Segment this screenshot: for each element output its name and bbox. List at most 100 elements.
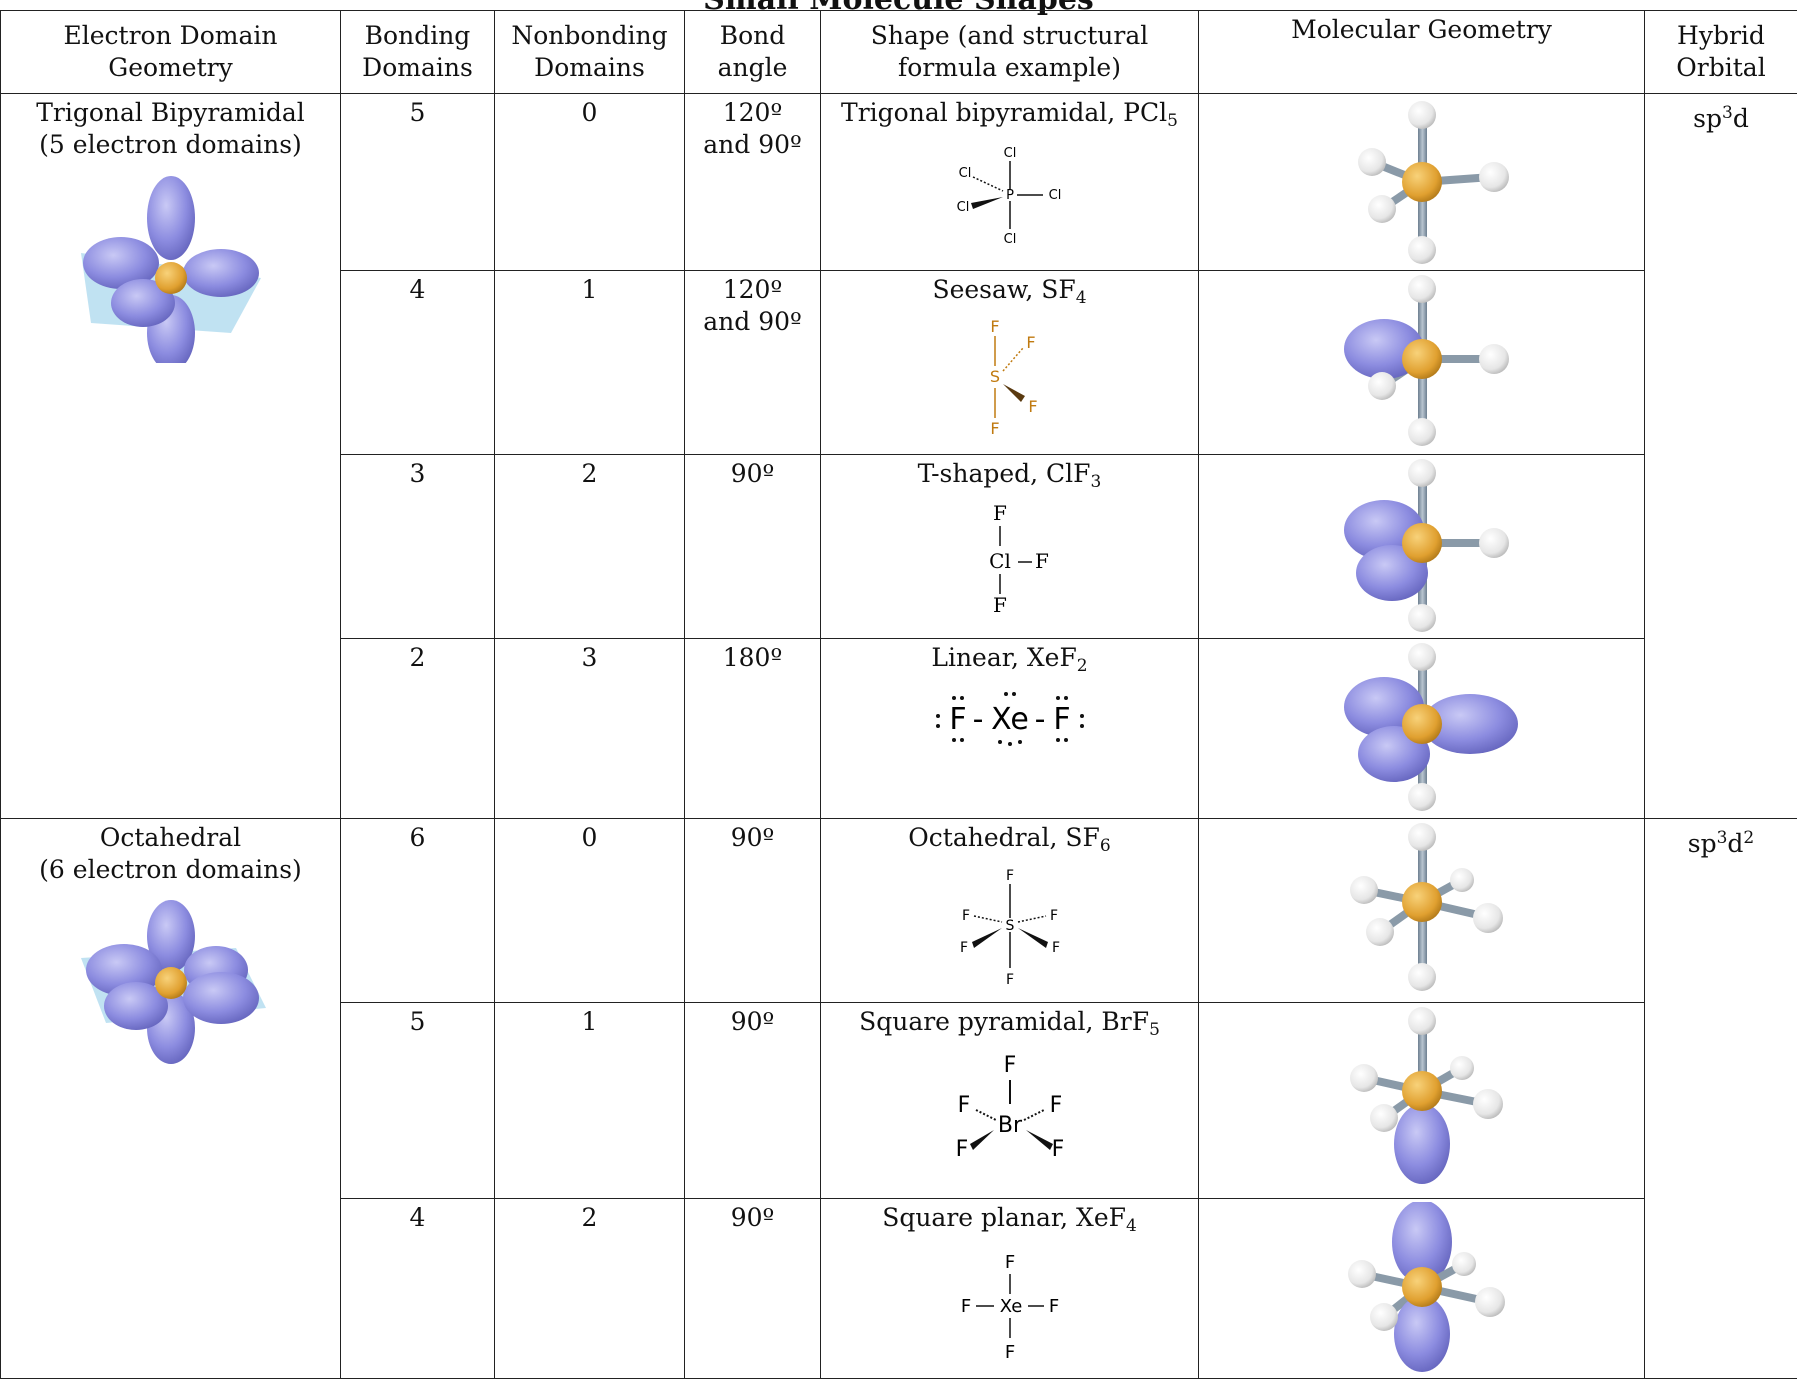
shape-cell: Trigonal bipyramidal, PCl5 P Cl Cl Cl Cl… [821, 94, 1199, 271]
shape-label: Seesaw, SF [932, 275, 1075, 304]
svg-text:Cl: Cl [956, 200, 969, 215]
bonding-cell: 6 [341, 819, 495, 1003]
table-row: Trigonal Bipyramidal (5 electron domains… [1, 94, 1797, 271]
pcl5-lewis-structure: P Cl Cl Cl Cl Cl [945, 139, 1075, 249]
molecular-geometry-cell [1199, 271, 1645, 455]
shape-cell: Linear, XeF2 F - Xe - F [821, 639, 1199, 819]
shape-cell: Square pyramidal, BrF5 Br F F F F F [821, 1003, 1199, 1199]
shape-label: Linear, XeF [931, 643, 1076, 672]
nonbonding-cell: 1 [495, 271, 685, 455]
angle-cell: 180º [685, 639, 821, 819]
nonbonding-cell: 0 [495, 94, 685, 271]
svg-text:F: F [1035, 549, 1049, 573]
trigonal-bipyramidal-orbital-icon [61, 173, 281, 363]
svg-text:F: F [1051, 940, 1059, 956]
t-shaped-model-icon [1322, 458, 1522, 633]
svg-text:F: F [959, 940, 967, 956]
octahedral-orbital-icon [66, 898, 276, 1068]
angle-cell: 90º [685, 1199, 821, 1379]
svg-text:P: P [1006, 188, 1014, 203]
svg-text:F: F [1051, 1137, 1064, 1162]
svg-text:F: F [1005, 972, 1013, 988]
svg-text:F: F [949, 702, 966, 737]
shape-cell: Octahedral, SF6 S F F F F F F [821, 819, 1199, 1003]
svg-text:S: S [989, 367, 999, 386]
shape-label: T-shaped, ClF [918, 459, 1091, 488]
shape-cell: T-shaped, ClF3 Cl F F F [821, 455, 1199, 639]
svg-text:F: F [1049, 1093, 1062, 1118]
svg-text:F: F [1005, 868, 1013, 884]
svg-text:Xe: Xe [999, 1296, 1022, 1317]
molecular-geometry-cell [1199, 455, 1645, 639]
trigonal-bipyramidal-model-icon [1322, 97, 1522, 267]
svg-text:F: F [1004, 1342, 1014, 1363]
bonding-cell: 3 [341, 455, 495, 639]
nonbonding-cell: 2 [495, 1199, 685, 1379]
svg-text:F: F [1028, 397, 1037, 416]
svg-text:F: F [1004, 1252, 1014, 1273]
bonding-cell: 5 [341, 1003, 495, 1199]
svg-text:Cl: Cl [1003, 232, 1016, 247]
hybrid-orbital-cell: sp3d [1645, 94, 1797, 819]
nonbonding-cell: 1 [495, 1003, 685, 1199]
svg-text:F: F [957, 1093, 970, 1118]
molecular-geometry-cell [1199, 819, 1645, 1003]
xef2-lewis-structure: F - Xe - F [930, 684, 1090, 754]
sf4-lewis-structure: S F F F F [965, 316, 1055, 441]
svg-text:F: F [960, 1296, 970, 1317]
square-pyramidal-model-icon [1322, 1006, 1522, 1186]
bonding-cell: 5 [341, 94, 495, 271]
angle-cell: 90º [685, 819, 821, 1003]
shape-label: Square planar, XeF [882, 1203, 1126, 1232]
header-molecular-geometry: Molecular Geometry [1199, 11, 1645, 94]
seesaw-model-icon [1322, 274, 1522, 449]
svg-text:F: F [955, 1137, 968, 1162]
nonbonding-cell: 2 [495, 455, 685, 639]
brf5-lewis-structure: Br F F F F F [940, 1048, 1080, 1178]
svg-text:Cl: Cl [958, 166, 971, 181]
svg-text:Cl: Cl [1048, 188, 1061, 203]
angle-cell: 90º [685, 455, 821, 639]
svg-text:Cl: Cl [989, 549, 1011, 573]
molecular-geometry-cell [1199, 94, 1645, 271]
octahedral-model-icon [1322, 822, 1522, 992]
shape-cell: Square planar, XeF4 Xe F F F F [821, 1199, 1199, 1379]
edg-sublabel: (6 electron domains) [5, 854, 336, 886]
svg-text:-: - [972, 702, 983, 737]
table-row: Octahedral (6 electron domains) 6 0 90º … [1, 819, 1797, 1003]
svg-text:Xe: Xe [991, 702, 1029, 737]
hybrid-orbital-cell: sp3d2 [1645, 819, 1797, 1379]
svg-text:F: F [1026, 333, 1035, 352]
molecular-geometry-cell [1199, 1003, 1645, 1199]
clf3-lewis-structure: Cl F F F [960, 500, 1060, 620]
shape-label: Octahedral, SF [908, 823, 1100, 852]
edg-label: Trigonal Bipyramidal [5, 97, 336, 129]
nonbonding-cell: 3 [495, 639, 685, 819]
svg-text:F: F [1053, 702, 1070, 737]
svg-text:F: F [993, 501, 1007, 525]
xef4-lewis-structure: Xe F F F F [940, 1244, 1080, 1369]
molecular-geometry-cell [1199, 639, 1645, 819]
svg-text:F: F [1049, 908, 1057, 924]
svg-text:F: F [993, 593, 1007, 617]
svg-text:F: F [961, 908, 969, 924]
shape-cell: Seesaw, SF4 S F F F F [821, 271, 1199, 455]
linear-model-icon [1322, 642, 1522, 812]
angle-cell: 90º [685, 1003, 821, 1199]
svg-text:F: F [990, 419, 999, 438]
edg-cell-trigonal-bipyramidal: Trigonal Bipyramidal (5 electron domains… [1, 94, 341, 819]
molecular-geometry-cell [1199, 1199, 1645, 1379]
square-planar-model-icon [1322, 1202, 1522, 1372]
svg-text:S: S [1005, 918, 1014, 934]
bonding-cell: 4 [341, 271, 495, 455]
